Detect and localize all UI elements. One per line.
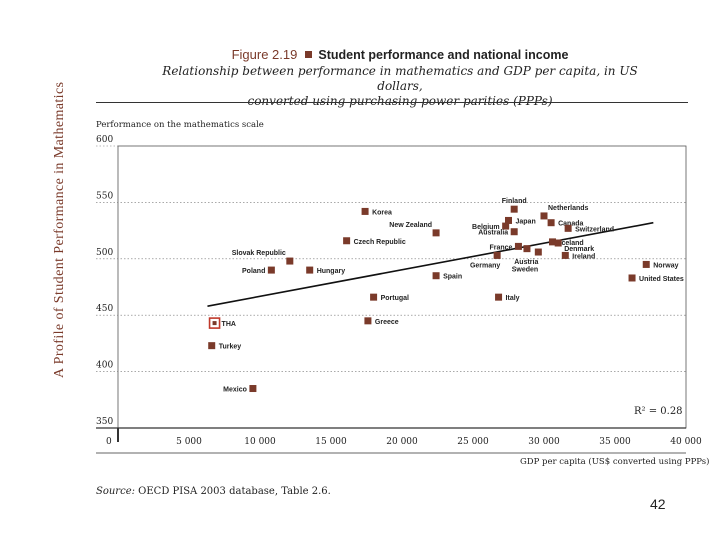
- point-label: Sweden: [512, 267, 538, 274]
- y-axis-title: Performance on the mathematics scale: [96, 120, 264, 130]
- point-label: Turkey: [219, 344, 242, 351]
- y-tick-label: 600: [96, 135, 113, 145]
- x-axis-title: GDP per capita (US$ converted using PPPs…: [520, 457, 710, 467]
- data-point: [502, 222, 510, 230]
- point-label: Poland: [242, 268, 265, 275]
- data-point: [547, 219, 555, 227]
- figure-subtitle-line2: converted using purchasing power paritie…: [247, 94, 553, 108]
- x-tick-label: 15 000: [315, 437, 347, 447]
- data-point: [249, 385, 257, 393]
- data-point: [561, 251, 569, 259]
- data-point: [540, 212, 548, 220]
- data-point: [343, 237, 351, 245]
- point-label: Netherlands: [548, 205, 589, 212]
- data-point: [628, 274, 636, 282]
- source-note: Source: OECD PISA 2003 database, Table 2…: [96, 486, 331, 497]
- source-label: Source:: [96, 486, 135, 497]
- point-label: France: [489, 244, 512, 251]
- data-point: [361, 207, 369, 215]
- data-point: [208, 342, 216, 350]
- figure-label: Figure 2.19: [231, 47, 298, 62]
- point-label: Australia: [478, 230, 508, 237]
- data-point: [267, 266, 275, 274]
- y-tick-label: 550: [96, 191, 113, 201]
- point-label: Portugal: [381, 295, 409, 302]
- y-tick-label: 500: [96, 248, 113, 258]
- data-point: [364, 317, 372, 325]
- figure-subtitle-line1: Relationship between performance in math…: [162, 64, 638, 93]
- figure-title: Student performance and national income: [318, 48, 569, 62]
- page-number: 42: [650, 496, 666, 512]
- point-label: Denmark: [564, 246, 594, 253]
- square-bullet-icon: [305, 51, 313, 58]
- point-label: Ireland: [572, 253, 595, 260]
- data-point: [505, 216, 512, 224]
- y-tick-label: 400: [96, 361, 113, 371]
- data-point: [432, 272, 440, 280]
- point-label: Greece: [375, 319, 399, 326]
- point-label: Belgium: [472, 224, 500, 231]
- y-tick-label: 350: [96, 417, 113, 427]
- point-label: Czech Republic: [354, 239, 406, 246]
- x-tick-label: 25 000: [457, 437, 489, 447]
- point-label: Japan: [516, 218, 536, 225]
- data-point: [286, 257, 294, 265]
- point-label: Austria: [514, 259, 538, 266]
- data-point: [564, 224, 572, 232]
- data-point: [534, 248, 542, 256]
- point-label: Spain: [443, 274, 462, 281]
- x-tick-label: 20 000: [386, 437, 418, 447]
- point-label: Finland: [502, 198, 527, 205]
- trend-line: [207, 221, 654, 307]
- point-label: THA: [222, 321, 236, 328]
- plot-frame: [117, 145, 687, 429]
- figure-heading: Figure 2.19 Student performance and natio…: [150, 47, 650, 63]
- data-point: [554, 239, 562, 247]
- point-label: Italy: [506, 295, 520, 302]
- figure-subtitle: Relationship between performance in math…: [150, 64, 650, 109]
- point-label: Slovak Republic: [232, 250, 286, 257]
- y-tick-label: 450: [96, 304, 113, 314]
- point-label: Korea: [372, 209, 392, 216]
- x-tick-label: 40 000: [670, 437, 702, 447]
- point-label: Germany: [470, 262, 500, 269]
- point-label: New Zealand: [389, 222, 432, 229]
- source-text: OECD PISA 2003 database, Table 2.6.: [138, 486, 331, 497]
- data-point: [493, 251, 501, 259]
- point-label: Switzerland: [575, 226, 614, 233]
- x-tick-label: 30 000: [528, 437, 560, 447]
- point-label: Mexico: [223, 387, 247, 394]
- point-label: Hungary: [317, 268, 346, 275]
- data-point: [495, 293, 503, 301]
- point-label: Norway: [653, 262, 678, 269]
- point-label: Canada: [558, 221, 583, 228]
- point-label: United States: [639, 276, 684, 283]
- point-label: Iceland: [560, 240, 584, 247]
- x-tick-label: 0: [106, 437, 112, 447]
- data-point: [549, 238, 557, 246]
- data-point: [523, 245, 531, 253]
- data-point: [514, 242, 522, 250]
- data-point: [432, 229, 440, 237]
- data-point: [510, 228, 518, 236]
- data-point: [642, 260, 650, 268]
- data-point: [370, 293, 378, 301]
- heading-rule: [96, 102, 688, 103]
- r-squared-label: R² = 0.28: [634, 406, 683, 417]
- x-tick-label: 5 000: [176, 437, 202, 447]
- data-point: [212, 321, 217, 326]
- data-point: [306, 266, 314, 274]
- data-point: [510, 205, 518, 213]
- x-tick-label: 35 000: [599, 437, 631, 447]
- x-tick-label: 10 000: [244, 437, 276, 447]
